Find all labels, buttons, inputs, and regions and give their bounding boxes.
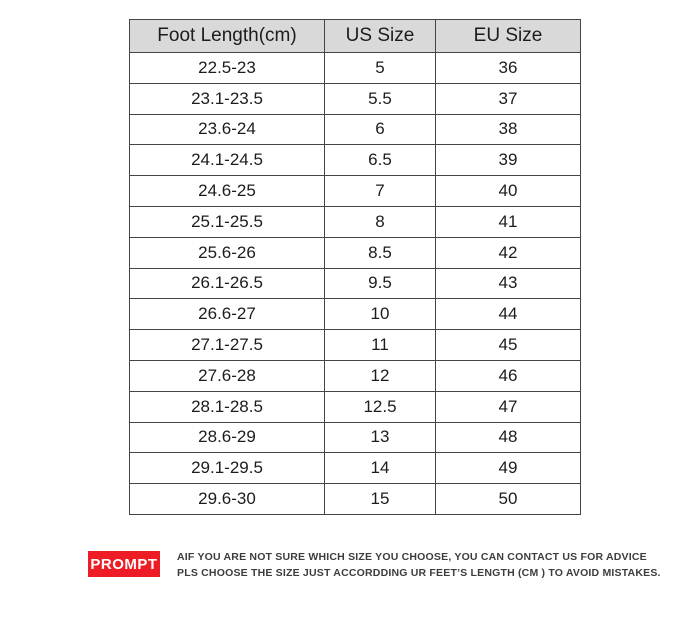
foot-length-cell: 25.6-26 bbox=[129, 236, 325, 269]
table-body: 22.5-23 5 36 23.1-23.5 5.5 37 23.6-24 6 … bbox=[129, 52, 581, 515]
us-size-cell: 11 bbox=[324, 329, 436, 361]
us-size-cell: 12.5 bbox=[324, 390, 436, 423]
prompt-line-1: AIF YOU ARE NOT SURE WHICH SIZE YOU CHOO… bbox=[177, 551, 647, 563]
eu-size-cell: 40 bbox=[435, 175, 581, 207]
eu-size-cell: 50 bbox=[435, 483, 581, 515]
table-row: 24.6-25 7 40 bbox=[129, 175, 581, 207]
eu-size-cell: 49 bbox=[435, 452, 581, 485]
col-header-foot-length: Foot Length(cm) bbox=[129, 19, 325, 53]
table-row: 24.1-24.5 6.5 39 bbox=[129, 144, 581, 177]
foot-length-cell: 24.6-25 bbox=[129, 175, 325, 207]
table-row: 23.6-24 6 38 bbox=[129, 113, 581, 146]
size-chart-table-wrap: Foot Length(cm) US Size EU Size 22.5-23 … bbox=[129, 19, 581, 515]
us-size-cell: 7 bbox=[324, 175, 436, 207]
us-size-cell: 12 bbox=[324, 359, 436, 392]
us-size-cell: 9.5 bbox=[324, 267, 436, 300]
us-size-cell: 13 bbox=[324, 421, 436, 454]
foot-length-cell: 29.1-29.5 bbox=[129, 452, 325, 485]
table-row: 26.1-26.5 9.5 43 bbox=[129, 267, 581, 300]
table-row: 26.6-27 10 44 bbox=[129, 298, 581, 331]
foot-length-cell: 22.5-23 bbox=[129, 52, 325, 84]
foot-length-cell: 23.1-23.5 bbox=[129, 82, 325, 115]
col-header-us-size: US Size bbox=[324, 19, 436, 53]
table-row: 25.1-25.5 8 41 bbox=[129, 205, 581, 238]
prompt-note: PROMPT AIF YOU ARE NOT SURE WHICH SIZE Y… bbox=[88, 549, 661, 581]
eu-size-cell: 48 bbox=[435, 421, 581, 454]
table-row: 22.5-23 5 36 bbox=[129, 52, 581, 84]
prompt-line-2: PLS CHOOSE THE SIZE JUST ACCORDDING UR F… bbox=[177, 567, 661, 579]
foot-length-cell: 28.6-29 bbox=[129, 421, 325, 454]
foot-length-cell: 23.6-24 bbox=[129, 113, 325, 146]
eu-size-cell: 41 bbox=[435, 205, 581, 238]
foot-length-cell: 26.1-26.5 bbox=[129, 267, 325, 300]
table-row: 28.1-28.5 12.5 47 bbox=[129, 390, 581, 423]
foot-length-cell: 27.1-27.5 bbox=[129, 329, 325, 361]
us-size-cell: 15 bbox=[324, 483, 436, 515]
eu-size-cell: 39 bbox=[435, 144, 581, 177]
eu-size-cell: 45 bbox=[435, 329, 581, 361]
eu-size-cell: 38 bbox=[435, 113, 581, 146]
eu-size-cell: 36 bbox=[435, 52, 581, 84]
size-chart-table: Foot Length(cm) US Size EU Size 22.5-23 … bbox=[129, 19, 581, 515]
us-size-cell: 6 bbox=[324, 113, 436, 146]
eu-size-cell: 37 bbox=[435, 82, 581, 115]
foot-length-cell: 28.1-28.5 bbox=[129, 390, 325, 423]
eu-size-cell: 46 bbox=[435, 359, 581, 392]
eu-size-cell: 43 bbox=[435, 267, 581, 300]
prompt-badge: PROMPT bbox=[88, 551, 160, 577]
us-size-cell: 6.5 bbox=[324, 144, 436, 177]
header-row: Foot Length(cm) US Size EU Size bbox=[129, 19, 581, 53]
eu-size-cell: 47 bbox=[435, 390, 581, 423]
foot-length-cell: 25.1-25.5 bbox=[129, 205, 325, 238]
table-row: 28.6-29 13 48 bbox=[129, 421, 581, 454]
us-size-cell: 10 bbox=[324, 298, 436, 331]
eu-size-cell: 42 bbox=[435, 236, 581, 269]
table-row: 29.6-30 15 50 bbox=[129, 483, 581, 515]
table-header: Foot Length(cm) US Size EU Size bbox=[129, 19, 581, 53]
foot-length-cell: 26.6-27 bbox=[129, 298, 325, 331]
us-size-cell: 5.5 bbox=[324, 82, 436, 115]
us-size-cell: 14 bbox=[324, 452, 436, 485]
us-size-cell: 8 bbox=[324, 205, 436, 238]
table-row: 23.1-23.5 5.5 37 bbox=[129, 82, 581, 115]
us-size-cell: 5 bbox=[324, 52, 436, 84]
foot-length-cell: 27.6-28 bbox=[129, 359, 325, 392]
us-size-cell: 8.5 bbox=[324, 236, 436, 269]
eu-size-cell: 44 bbox=[435, 298, 581, 331]
foot-length-cell: 24.1-24.5 bbox=[129, 144, 325, 177]
table-row: 27.1-27.5 11 45 bbox=[129, 329, 581, 361]
col-header-eu-size: EU Size bbox=[435, 19, 581, 53]
table-row: 27.6-28 12 46 bbox=[129, 359, 581, 392]
prompt-text: AIF YOU ARE NOT SURE WHICH SIZE YOU CHOO… bbox=[177, 549, 661, 581]
table-row: 25.6-26 8.5 42 bbox=[129, 236, 581, 269]
foot-length-cell: 29.6-30 bbox=[129, 483, 325, 515]
table-row: 29.1-29.5 14 49 bbox=[129, 452, 581, 485]
